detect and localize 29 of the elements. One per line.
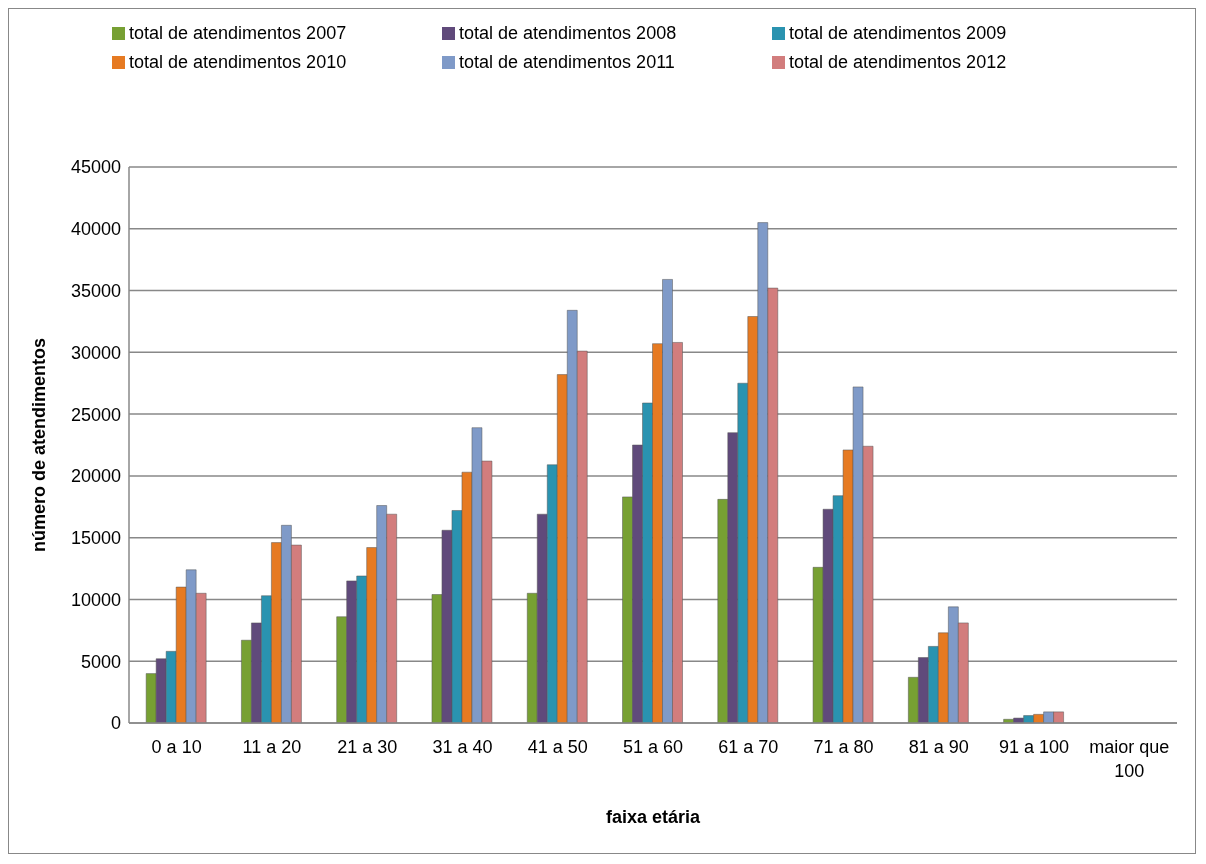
x-tick-label: 81 a 90 [908, 737, 969, 757]
x-tick-label: 31 a 40 [432, 737, 493, 757]
y-tick-label: 25000 [70, 404, 121, 425]
x-tick-label: 71 a 80 [813, 737, 874, 757]
y-tick-label: 40000 [70, 219, 121, 240]
x-tick-label: 21 a 30 [337, 737, 398, 757]
x-axis-title: faixa etária [605, 807, 702, 827]
x-tick-label: 11 a 20 [242, 737, 302, 757]
y-tick-label: 5000 [80, 651, 121, 672]
y-tick-label: 30000 [70, 342, 121, 363]
x-tick-label: 91 a 100 [999, 737, 1070, 757]
legend-label: total de atendimentos 2007 [129, 23, 347, 44]
x-tick-label: maior que 100 [1089, 737, 1170, 781]
y-tick-label: 10000 [70, 589, 121, 610]
legend-label: total de atendimentos 2011 [459, 52, 675, 73]
x-tick-label: 41 a 50 [527, 737, 588, 757]
legend-label: total de atendimentos 2010 [129, 52, 347, 73]
y-axis-title: número de atendimentos [29, 337, 50, 553]
x-tick-label: 51 a 60 [622, 737, 684, 757]
legend-label: total de atendimentos 2012 [789, 52, 1007, 73]
y-tick-label: 0 [110, 713, 121, 734]
y-tick-label: 20000 [70, 466, 121, 487]
x-tick-label: 61 a 70 [718, 737, 779, 757]
legend-label: total de atendimentos 2008 [459, 23, 677, 44]
y-tick-label: 35000 [70, 280, 121, 301]
legend-label: total de atendimentos 2009 [789, 23, 1007, 44]
y-tick-label: 45000 [70, 157, 121, 178]
y-tick-label: 15000 [70, 528, 121, 549]
x-tick-label: 0 a 10 [151, 737, 202, 757]
